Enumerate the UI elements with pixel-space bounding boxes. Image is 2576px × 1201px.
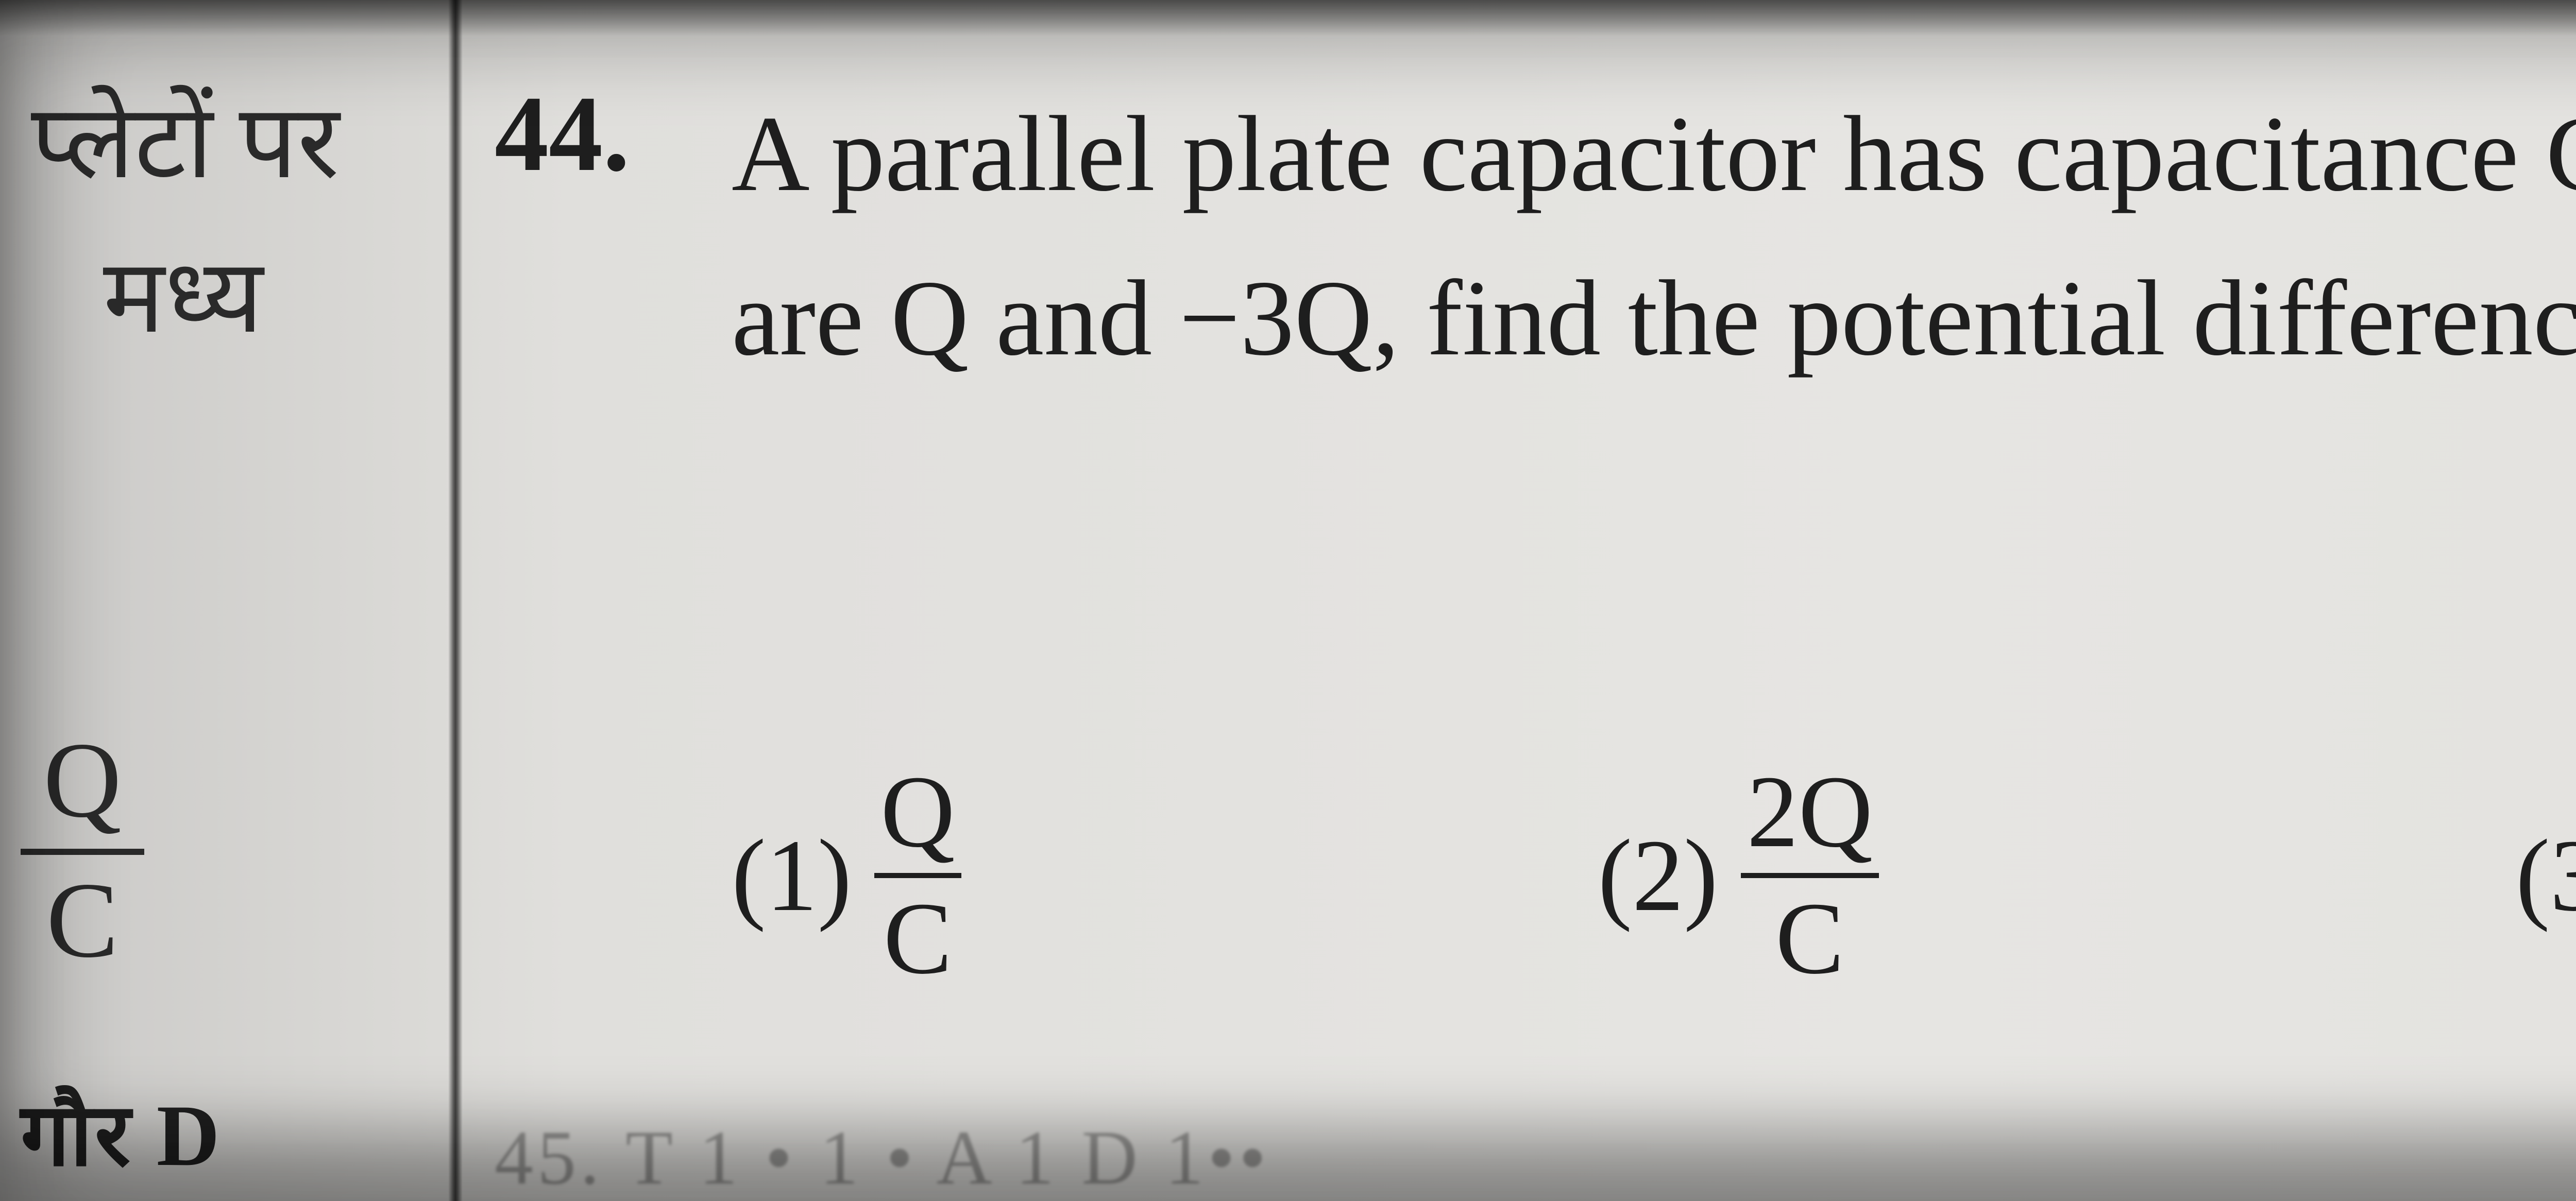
margin-bottom-fragment: गौर D — [21, 1071, 222, 1191]
option-3-label: (3) — [2516, 817, 2576, 935]
margin-fraction: Q C — [21, 726, 144, 974]
bottom-cutoff-text: 45. T 1 • 1 • A 1 D 1•• — [495, 1113, 2576, 1196]
option-1-bar — [874, 873, 961, 878]
option-2-fraction: 2Q C — [1741, 761, 1879, 990]
option-1-label: (1) — [732, 817, 852, 935]
margin-fraction-denominator: C — [21, 866, 144, 974]
option-1: (1) Q C — [732, 761, 961, 990]
column-divider — [448, 0, 463, 1201]
left-margin-column: प्लेटों पर मध्य Q C गौर D — [0, 0, 448, 1201]
margin-fraction-bar — [21, 849, 144, 855]
option-2-bar — [1741, 873, 1879, 878]
margin-fraction-numerator: Q — [21, 726, 144, 834]
question-number: 44. — [495, 72, 630, 196]
option-2-denominator: C — [1769, 878, 1850, 990]
option-1-numerator: Q — [874, 761, 961, 873]
option-3: (3) 3Q C — [2516, 761, 2576, 990]
option-2-numerator: 2Q — [1741, 761, 1879, 873]
options-row: (1) Q C (2) 2Q C (3) 3Q — [732, 736, 2576, 1015]
page-scan: प्लेटों पर मध्य Q C गौर D 44. A parallel… — [0, 0, 2576, 1201]
margin-line-1: प्लेटों पर — [31, 67, 340, 208]
option-1-fraction: Q C — [874, 761, 961, 990]
margin-line-2: मध्य — [103, 221, 263, 362]
option-1-denominator: C — [877, 878, 958, 990]
option-2-label: (2) — [1598, 817, 1718, 935]
option-2: (2) 2Q C — [1598, 761, 1879, 990]
main-question-column: 44. A parallel plate capacitor has capac… — [495, 0, 2576, 1201]
question-text: A parallel plate capacitor has capacitan… — [732, 72, 2576, 401]
